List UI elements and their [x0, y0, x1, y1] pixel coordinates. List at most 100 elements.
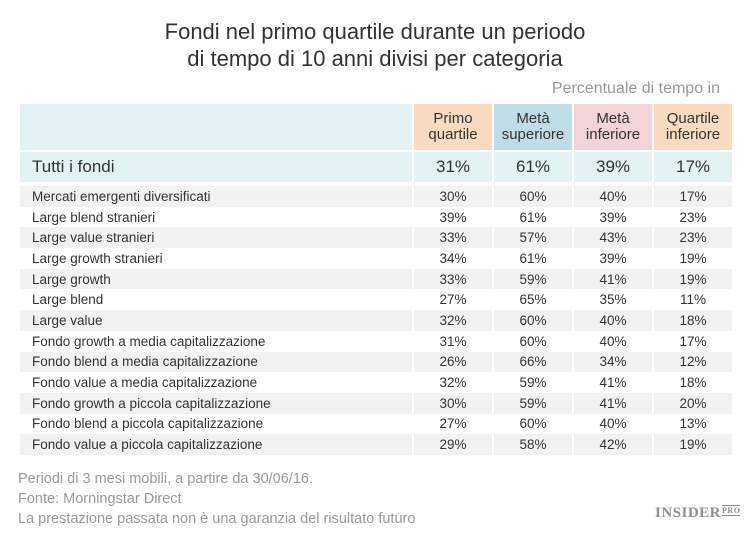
row-value: 65%	[519, 292, 547, 308]
table-row: Fondo blend a media capitalizzazione 26% 6…	[20, 351, 732, 373]
total-row: Tutti i fondi 31% 61% 39% 17%	[20, 150, 732, 186]
row-value: 35%	[599, 292, 627, 308]
row-value: 39%	[599, 209, 627, 225]
row-value: 20%	[654, 392, 732, 414]
row-label: Fondo blend a media capitalizzazione	[20, 351, 412, 373]
row-value: 27%	[439, 292, 467, 308]
column-header-line2: inferiore	[665, 126, 721, 143]
row-value: 43%	[574, 227, 652, 249]
row-value: 34%	[439, 250, 467, 266]
row-value: 66%	[494, 351, 572, 373]
row-value: 33%	[414, 268, 492, 290]
total-row-label: Tutti i fondi	[20, 150, 412, 186]
column-header-1: Metà superiore	[494, 104, 572, 150]
total-value: 39%	[574, 150, 652, 186]
row-value: 40%	[599, 333, 627, 349]
row-label: Large growth	[20, 268, 412, 290]
row-value: 61%	[519, 209, 547, 225]
row-value: 60%	[519, 333, 547, 349]
table-row: Fondo growth a piccola capitalizzazione 3…	[20, 392, 732, 414]
row-value: 23%	[654, 227, 732, 249]
row-label: Fondo value a piccola capitalizzazione	[20, 434, 412, 455]
table-row: Fondo growth a media capitalizzazione 31%…	[20, 331, 732, 352]
row-value: 26%	[414, 351, 492, 373]
row-value: 60%	[519, 416, 547, 432]
table-row: Large value 32% 60% 40% 18%	[20, 310, 732, 331]
row-value: 29%	[414, 434, 492, 455]
row-label: Fondo growth a piccola capitalizzazione	[20, 392, 412, 414]
footer-disclaimer: La prestazione passata non è una garanzi…	[18, 511, 416, 527]
table-row: Fondo blend a piccola capitalizzazione 27…	[20, 414, 732, 435]
row-value: 41%	[599, 375, 627, 391]
row-value: 34%	[574, 351, 652, 373]
row-label: Large blend	[32, 292, 104, 308]
row-value: 23%	[679, 209, 707, 225]
row-label: Mercati emergenti diversificati	[20, 186, 412, 207]
footer-note: Periodi di 3 mesi mobili, a partire da 3…	[18, 471, 313, 487]
column-header-line1: Metà	[596, 110, 630, 127]
logo-suffix: PRO	[722, 505, 741, 516]
header-row: Primo quartile Metà superiore Metà inferiore Q…	[20, 104, 732, 150]
row-label: Large blend stranieri	[32, 209, 156, 225]
row-value: 18%	[679, 375, 707, 391]
row-value: 19%	[654, 434, 732, 455]
row-label: Fondo blend a piccola capitalizzazione	[32, 416, 264, 432]
total-value: 31%	[414, 150, 492, 186]
row-value: 18%	[654, 310, 732, 331]
row-value: 19%	[654, 268, 732, 290]
row-value: 58%	[494, 434, 572, 455]
row-label: Fondo growth a media capitalizzazione	[32, 333, 266, 349]
row-value: 40%	[574, 310, 652, 331]
row-value: 11%	[679, 292, 707, 308]
table-row: Large blend stranieri 39% 61% 39% 23%	[20, 207, 732, 228]
footer-source: Fonte: Morningstar Direct	[18, 491, 182, 507]
row-value: 60%	[494, 186, 572, 207]
row-value: 17%	[654, 186, 732, 207]
row-value: 40%	[599, 416, 627, 432]
row-value: 39%	[599, 250, 627, 266]
row-value: 12%	[654, 351, 732, 373]
row-value: 41%	[574, 268, 652, 290]
row-value: 42%	[574, 434, 652, 455]
row-value: 40%	[574, 186, 652, 207]
row-value: 59%	[494, 392, 572, 414]
column-header-line1: Quartile	[666, 110, 720, 127]
row-value: 17%	[679, 333, 707, 349]
table-row: Large blend 27% 65% 35% 11%	[20, 289, 732, 310]
row-value: 32%	[439, 375, 467, 391]
row-label: Large value stranieri	[20, 227, 412, 249]
data-table: Primo quartile Metà superiore Metà inferiore Q…	[18, 104, 734, 455]
row-value: 41%	[574, 392, 652, 414]
column-header-line1: Primo	[433, 110, 473, 127]
row-value: 19%	[679, 250, 707, 266]
row-value: 60%	[494, 310, 572, 331]
chart-title: Fondi nel primo quartile durante un peri…	[0, 18, 750, 72]
table-row: Large growth stranieri 34% 61% 39% 19%	[20, 248, 732, 269]
row-value: 59%	[519, 375, 547, 391]
column-header-line2: quartile	[428, 126, 478, 143]
table-row: Large value stranieri 33% 57% 43% 23%	[20, 227, 732, 249]
row-value: 61%	[519, 250, 547, 266]
column-header-line1: Metà	[516, 110, 550, 127]
table-row: Mercati emergenti diversificati 30% 60% 40%…	[20, 186, 732, 207]
table-row: Fondo value a media capitalizzazione 32% 5…	[20, 372, 732, 393]
title-line-1: Fondi nel primo quartile durante un peri…	[164, 19, 586, 44]
row-label: Large growth stranieri	[32, 250, 163, 266]
row-value: 57%	[494, 227, 572, 249]
title-line-2: di tempo di 10 anni divisi per categoria	[187, 46, 563, 71]
row-value: 59%	[494, 268, 572, 290]
row-value: 13%	[679, 416, 707, 432]
logo-text: INSIDER	[655, 505, 722, 521]
total-value: 61%	[494, 150, 572, 186]
row-value: 27%	[439, 416, 467, 432]
column-header-line2: inferiore	[585, 126, 641, 143]
total-value: 17%	[654, 150, 732, 186]
table-row: Fondo value a piccola capitalizzazione 29…	[20, 434, 732, 455]
column-header-3: Quartile inferiore	[654, 104, 732, 150]
row-value: 33%	[414, 227, 492, 249]
table-row: Large growth 33% 59% 41% 19%	[20, 268, 732, 290]
column-header-2: Metà inferiore	[574, 104, 652, 150]
column-header-0: Primo quartile	[414, 104, 492, 150]
insider-pro-logo: INSIDERPRO	[655, 505, 741, 522]
row-value: 30%	[414, 392, 492, 414]
